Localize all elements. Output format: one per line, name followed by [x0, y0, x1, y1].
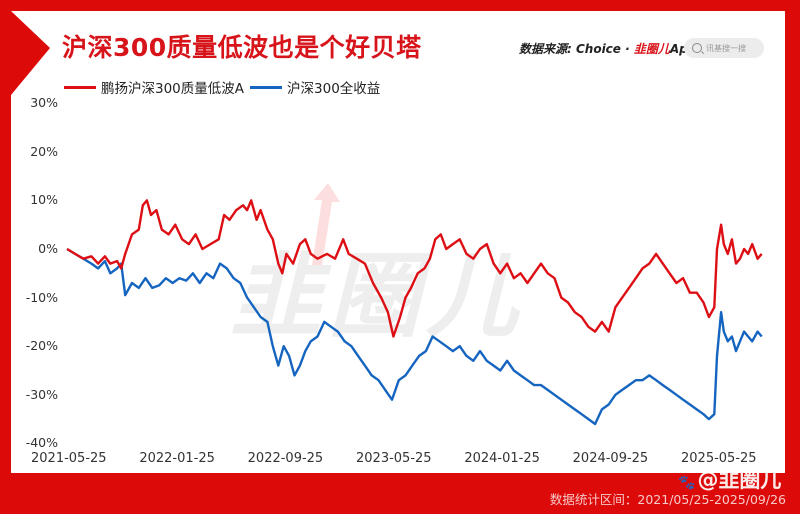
weibo-handle: @韭圈儿 — [697, 468, 782, 492]
y-tick-label: 30% — [30, 95, 58, 111]
legend-label: 沪深300全收益 — [287, 81, 381, 97]
x-tick-label: 2022-09-25 — [247, 451, 324, 466]
x-tick-label: 2022-01-25 — [139, 451, 215, 466]
y-tick-label: 0% — [38, 241, 58, 256]
watermark-arrow-icon — [312, 183, 340, 265]
y-tick-label: 20% — [30, 143, 58, 159]
x-tick-label: 2021-05-25 — [31, 451, 107, 466]
date-range-note: 数据统计区间：2021/05/25-2025/09/26 — [549, 492, 786, 507]
weibo-watermark: 🐾@韭圈儿 — [678, 464, 781, 494]
source-prefix: 数据来源: Choice · — [519, 42, 634, 56]
legend-swatch-blue — [250, 85, 283, 89]
search-placeholder: 讯基搜一搜 — [706, 43, 746, 53]
chart-legend: 鹏扬沪深300质量低波A 沪深300全收益 — [64, 77, 386, 97]
source-brand: 韭圈儿 — [633, 42, 670, 56]
y-tick-label: -40% — [25, 435, 58, 451]
x-tick-label: 2024-09-25 — [572, 451, 649, 466]
y-tick-label: -10% — [25, 289, 58, 305]
x-tick-label: 2025-05-25 — [681, 451, 757, 466]
legend-label: 鹏扬沪深300质量低波A — [101, 81, 245, 97]
legend-item-index: 沪深300全收益 — [250, 77, 380, 97]
legend-swatch-red — [64, 85, 96, 89]
legend-item-fund: 鹏扬沪深300质量低波A — [64, 77, 244, 97]
x-tick-label: 2024-01-25 — [464, 451, 540, 466]
y-tick-label: 10% — [30, 192, 58, 208]
series-line-index — [66, 247, 763, 426]
series-line-fund — [66, 199, 763, 338]
y-tick-label: -30% — [25, 386, 58, 402]
search-icon — [692, 43, 702, 53]
weibo-logo-icon: 🐾 — [678, 475, 696, 491]
y-tick-label: -20% — [25, 338, 58, 354]
page-title: 沪深300质量低波也是个好贝塔 — [62, 33, 422, 62]
top-frame-bar — [0, 0, 800, 12]
search-pill[interactable]: 讯基搜一搜 — [684, 38, 764, 58]
x-tick-label: 2023-05-25 — [356, 451, 432, 466]
chart-panel — [11, 11, 785, 473]
